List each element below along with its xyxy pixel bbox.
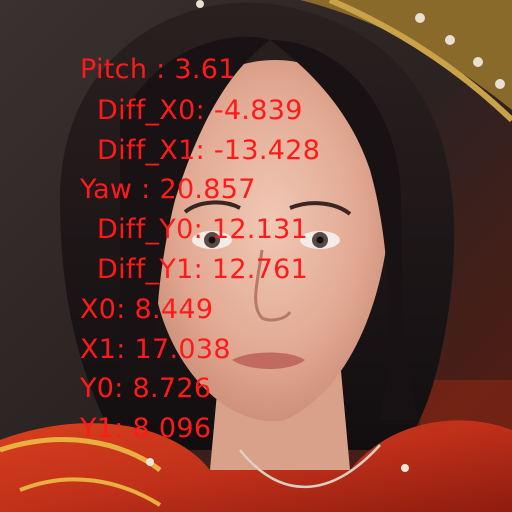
diff-y0-readout: Diff_Y0: 12.131: [97, 214, 309, 245]
face: [150, 60, 391, 422]
necklace: [239, 444, 381, 489]
pitch-readout: Pitch : 3.61: [80, 54, 236, 85]
headpiece: [300, 0, 512, 110]
diff-x1-readout: Diff_X1: -13.428: [97, 135, 321, 166]
diff-x0-readout: Diff_X0: -4.839: [97, 95, 303, 126]
x1-readout: X1: 17.038: [80, 334, 231, 365]
y0-readout: Y0: 8.726: [80, 373, 212, 404]
diff-y1-readout: Diff_Y1: 12.761: [97, 254, 309, 285]
lips: [232, 352, 305, 369]
x0-readout: X0: 8.449: [80, 294, 214, 325]
y1-readout: Y1: 8.096: [80, 413, 212, 444]
yaw-readout: Yaw : 20.857: [80, 174, 256, 205]
